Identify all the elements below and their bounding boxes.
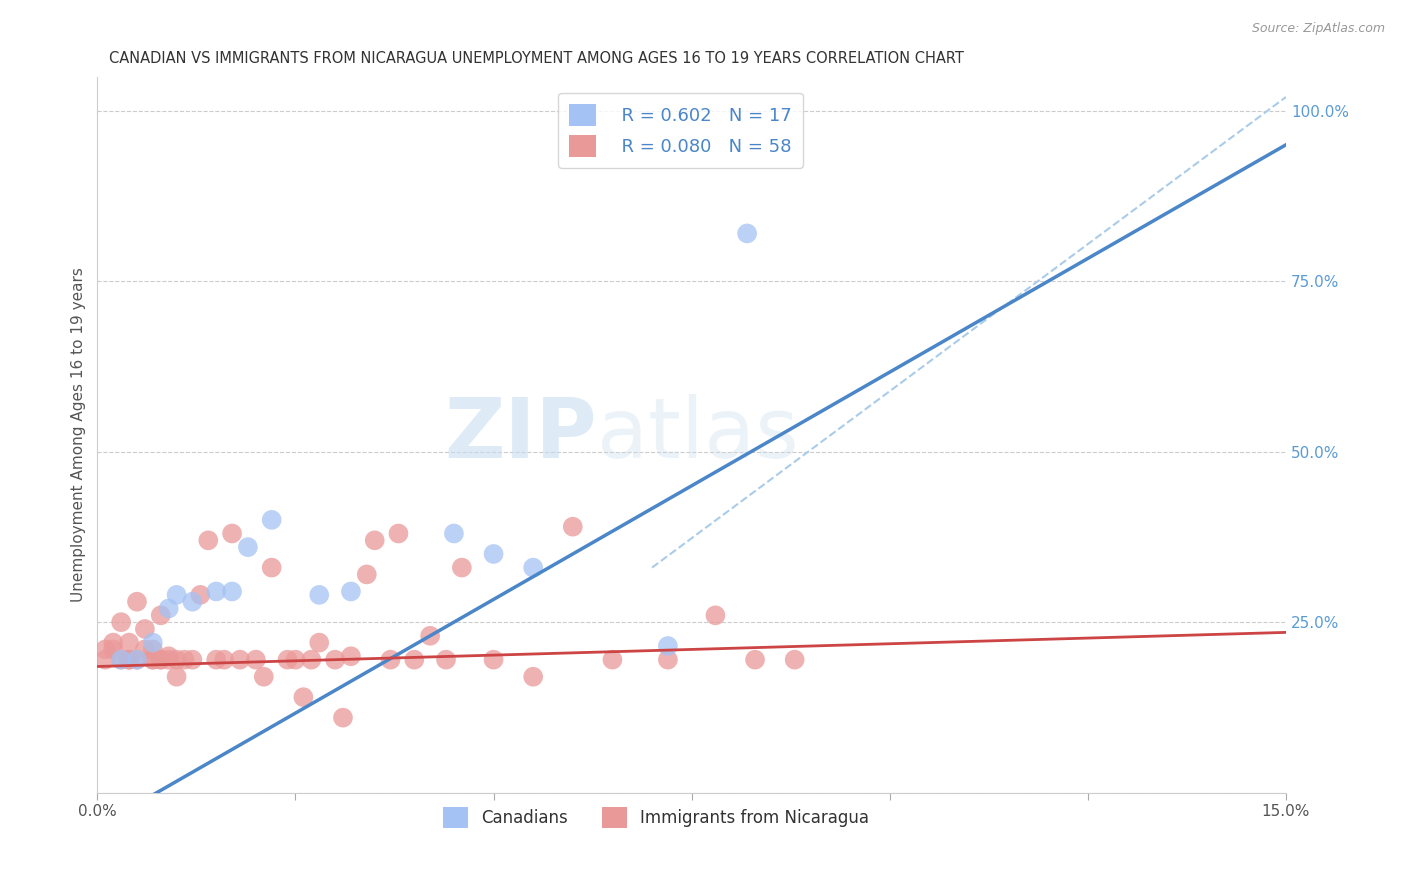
Point [212,653,235,667]
Point [125,595,148,609]
Point [157,601,180,615]
Point [118,653,141,667]
Point [380,653,402,667]
Point [110,653,132,667]
Point [602,653,624,667]
Point [142,653,165,667]
Point [142,642,165,657]
Point [166,670,188,684]
Point [118,635,141,649]
Point [522,560,544,574]
Point [134,622,156,636]
Point [149,653,172,667]
Point [166,588,188,602]
Point [260,513,283,527]
Point [157,649,180,664]
Point [387,526,409,541]
Point [404,653,426,667]
Point [284,653,307,667]
Point [482,653,505,667]
Point [323,653,346,667]
Point [221,526,243,541]
Point [277,653,299,667]
Text: atlas: atlas [596,394,799,475]
Point [103,635,125,649]
Point [157,653,180,667]
Point [221,584,243,599]
Text: Source: ZipAtlas.com: Source: ZipAtlas.com [1251,22,1385,36]
Point [229,653,252,667]
Point [125,653,148,667]
Point [260,560,283,574]
Point [125,653,148,667]
Point [253,670,276,684]
Point [205,653,228,667]
Point [561,519,583,533]
Point [197,533,219,548]
Text: CANADIAN VS IMMIGRANTS FROM NICARAGUA UNEMPLOYMENT AMONG AGES 16 TO 19 YEARS COR: CANADIAN VS IMMIGRANTS FROM NICARAGUA UN… [110,51,965,66]
Point [110,653,132,667]
Point [149,608,172,623]
Point [522,670,544,684]
Point [704,608,727,623]
Point [657,639,679,653]
Point [308,635,330,649]
Point [308,588,330,602]
Point [443,526,465,541]
Point [205,584,228,599]
Point [363,533,385,548]
Y-axis label: Unemployment Among Ages 16 to 19 years: Unemployment Among Ages 16 to 19 years [72,268,86,602]
Point [103,642,125,657]
Point [94,642,117,657]
Point [245,653,267,667]
Point [110,615,132,629]
Point [299,653,322,667]
Point [166,653,188,667]
Point [236,540,259,554]
Point [190,588,212,602]
Point [783,653,806,667]
Point [149,653,172,667]
Point [94,653,117,667]
Point [118,653,141,667]
Point [482,547,505,561]
Point [340,584,363,599]
Point [181,653,204,667]
Point [134,642,156,657]
Point [340,649,363,664]
Point [744,653,766,667]
Text: ZIP: ZIP [444,394,596,475]
Point [173,653,195,667]
Point [419,629,441,643]
Point [332,711,354,725]
Point [181,595,204,609]
Point [142,653,165,667]
Point [450,560,472,574]
Legend: Canadians, Immigrants from Nicaragua: Canadians, Immigrants from Nicaragua [436,801,876,834]
Point [657,653,679,667]
Point [292,690,315,705]
Point [434,653,457,667]
Point [735,227,758,241]
Point [356,567,378,582]
Point [142,635,165,649]
